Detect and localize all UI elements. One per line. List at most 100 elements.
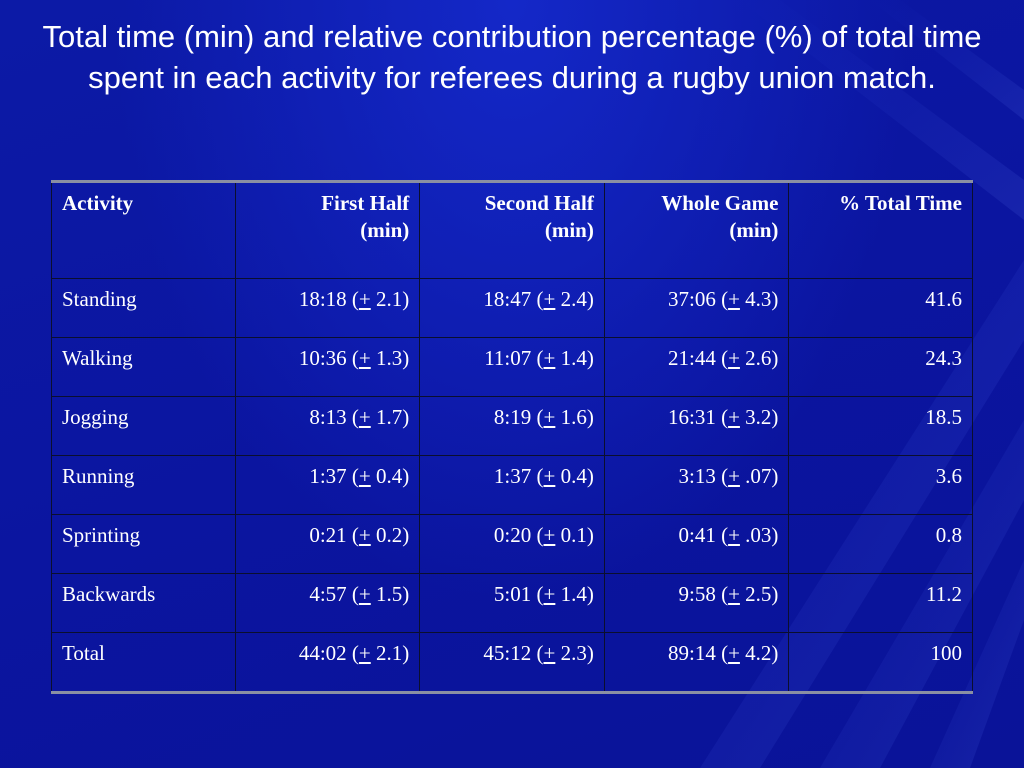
header-second-half: Second Half (min) <box>419 181 605 279</box>
cell-second: 5:01 (+ 1.4) <box>419 573 605 633</box>
cell-percent: 100 <box>788 632 973 693</box>
cell-time: 18:47 <box>483 287 532 311</box>
cell-time: 1:37 <box>493 464 532 488</box>
cell-time: 0:20 <box>493 523 532 547</box>
cell-first: 4:57 (+ 1.5) <box>234 573 421 633</box>
table-body: Standing 18:18 (+ 2.1) 18:47 (+ 2.4) 37:06 … <box>51 278 973 693</box>
plus-minus-symbol: + <box>358 346 371 370</box>
cell-activity: Sprinting <box>51 514 236 574</box>
plus-minus-symbol: + <box>728 464 740 488</box>
cell-time: 18:18 <box>298 287 347 311</box>
plus-minus-symbol: + <box>543 464 556 488</box>
cell-time: 0:21 <box>309 523 347 547</box>
plus-minus-symbol: + <box>358 405 371 429</box>
cell-time: 44:02 <box>298 641 347 665</box>
cell-activity: Jogging <box>51 396 236 456</box>
cell-sd: 2.1 <box>376 641 403 665</box>
table-header-row: Activity First Half (min) Second Half (m… <box>51 181 973 279</box>
plus-minus-symbol: + <box>358 641 371 665</box>
cell-percent: 11.2 <box>788 573 973 633</box>
cell-time: 10:36 <box>298 346 347 370</box>
cell-time: 1:37 <box>309 464 347 488</box>
activity-time-table: Activity First Half (min) Second Half (m… <box>51 180 973 694</box>
plus-minus-symbol: + <box>543 523 556 547</box>
cell-sd: 0.4 <box>376 464 403 488</box>
cell-sd: 0.4 <box>560 464 587 488</box>
plus-minus-symbol: + <box>543 346 556 370</box>
header-percent-total-time: % Total Time <box>788 181 973 279</box>
cell-activity: Standing <box>51 278 236 338</box>
cell-time: 9:58 <box>678 582 716 606</box>
cell-activity: Walking <box>51 337 236 397</box>
cell-time: 89:14 <box>667 641 716 665</box>
cell-whole: 0:41 (+ .03) <box>603 514 790 574</box>
cell-sd: 1.6 <box>560 405 587 429</box>
table-row: Standing 18:18 (+ 2.1) 18:47 (+ 2.4) 37:06 … <box>51 278 973 338</box>
cell-time: 4:57 <box>309 582 347 606</box>
plus-minus-symbol: + <box>728 523 740 547</box>
cell-second: 11:07 (+ 1.4) <box>419 337 605 397</box>
cell-sd: 1.5 <box>376 582 403 606</box>
table-row: Backwards 4:57 (+ 1.5) 5:01 (+ 1.4) 9:58 (+… <box>51 573 973 633</box>
cell-second: 18:47 (+ 2.4) <box>419 278 605 338</box>
cell-sd: 0.2 <box>376 523 403 547</box>
cell-activity: Running <box>51 455 236 515</box>
cell-sd: 2.5 <box>745 582 772 606</box>
plus-minus-symbol: + <box>358 523 371 547</box>
cell-percent: 3.6 <box>788 455 973 515</box>
plus-minus-symbol: + <box>728 287 740 311</box>
cell-whole: 16:31 (+ 3.2) <box>603 396 790 456</box>
cell-time: 3:13 <box>678 464 716 488</box>
cell-time: 5:01 <box>493 582 532 606</box>
cell-sd: 3.2 <box>745 405 772 429</box>
cell-percent: 18.5 <box>788 396 973 456</box>
header-activity: Activity <box>51 181 236 279</box>
slide-title: Total time (min) and relative contributi… <box>42 19 982 95</box>
plus-minus-symbol: + <box>728 346 740 370</box>
cell-sd: 1.4 <box>560 346 587 370</box>
cell-time: 0:41 <box>678 523 716 547</box>
cell-sd: 1.4 <box>560 582 587 606</box>
cell-first: 8:13 (+ 1.7) <box>234 396 421 456</box>
cell-sd: 2.4 <box>560 287 587 311</box>
header-first-half: First Half (min) <box>234 181 421 279</box>
table-row: Sprinting 0:21 (+ 0.2) 0:20 (+ 0.1) 0:41 (+… <box>51 514 973 574</box>
cell-time: 16:31 <box>667 405 716 429</box>
header-whole-game: Whole Game (min) <box>603 181 790 279</box>
cell-sd: 1.3 <box>376 346 403 370</box>
cell-first: 1:37 (+ 0.4) <box>234 455 421 515</box>
cell-whole: 37:06 (+ 4.3) <box>603 278 790 338</box>
plus-minus-symbol: + <box>728 405 740 429</box>
table-row: Walking 10:36 (+ 1.3) 11:07 (+ 1.4) 21:44 (… <box>51 337 973 397</box>
cell-time: 21:44 <box>667 346 716 370</box>
plus-minus-symbol: + <box>358 287 371 311</box>
cell-sd: 0.1 <box>560 523 587 547</box>
cell-time: 37:06 <box>667 287 716 311</box>
cell-second: 8:19 (+ 1.6) <box>419 396 605 456</box>
cell-whole: 9:58 (+ 2.5) <box>603 573 790 633</box>
plus-minus-symbol: + <box>358 582 371 606</box>
cell-whole: 3:13 (+ .07) <box>603 455 790 515</box>
cell-sd: 2.6 <box>745 346 772 370</box>
cell-sd: 2.3 <box>560 641 587 665</box>
plus-minus-symbol: + <box>543 582 556 606</box>
cell-first: 44:02 (+ 2.1) <box>234 632 421 693</box>
plus-minus-symbol: + <box>728 582 740 606</box>
cell-activity: Total <box>51 632 236 693</box>
plus-minus-symbol: + <box>543 405 556 429</box>
cell-time: 45:12 <box>483 641 532 665</box>
cell-sd: 1.7 <box>376 405 403 429</box>
cell-sd: 4.3 <box>745 287 772 311</box>
plus-minus-symbol: + <box>543 287 556 311</box>
cell-second: 1:37 (+ 0.4) <box>419 455 605 515</box>
plus-minus-symbol: + <box>358 464 371 488</box>
cell-sd: 4.2 <box>745 641 772 665</box>
cell-time: 8:13 <box>309 405 347 429</box>
plus-minus-symbol: + <box>543 641 556 665</box>
cell-first: 18:18 (+ 2.1) <box>234 278 421 338</box>
cell-second: 45:12 (+ 2.3) <box>419 632 605 693</box>
cell-second: 0:20 (+ 0.1) <box>419 514 605 574</box>
cell-time: 11:07 <box>484 346 532 370</box>
cell-percent: 24.3 <box>788 337 973 397</box>
cell-sd: .07 <box>745 464 772 488</box>
